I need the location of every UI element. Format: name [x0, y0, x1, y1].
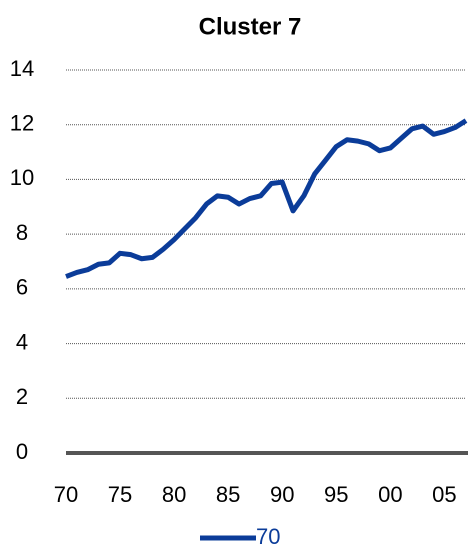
- x-tick-label: 80: [162, 482, 186, 507]
- x-tick-label: 05: [432, 482, 456, 507]
- x-tick-label: 75: [108, 482, 132, 507]
- x-tick-label: 00: [378, 482, 402, 507]
- chart-title: Cluster 7: [199, 13, 302, 40]
- x-tick-label: 95: [324, 482, 348, 507]
- x-tick-label: 70: [54, 482, 78, 507]
- y-tick-label: 10: [10, 165, 34, 190]
- y-tick-label: 6: [16, 275, 28, 300]
- y-tick-label: 0: [16, 439, 28, 464]
- y-tick-label: 2: [16, 384, 28, 409]
- y-tick-label: 12: [10, 111, 34, 136]
- legend-label: 70: [256, 524, 280, 549]
- data-line: [65, 118, 468, 279]
- y-tick-label: 8: [16, 220, 28, 245]
- x-tick-label: 90: [270, 482, 294, 507]
- x-tick-label: 85: [216, 482, 240, 507]
- y-tick-label: 4: [16, 329, 28, 354]
- y-tick-label: 14: [10, 56, 34, 81]
